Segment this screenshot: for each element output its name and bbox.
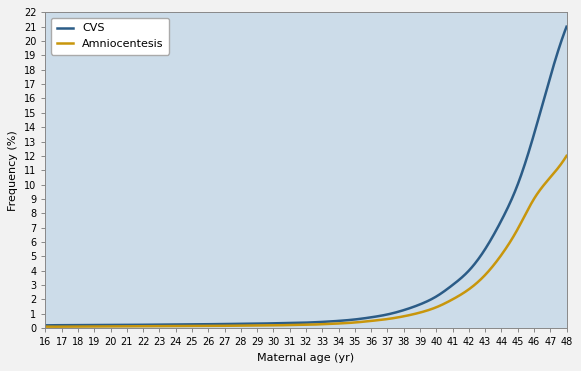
Amniocentesis — [400, 314, 407, 319]
Amniocentesis — [272, 323, 279, 328]
Amniocentesis — [449, 297, 456, 302]
CVS — [458, 276, 465, 280]
CVS — [400, 308, 407, 312]
Amniocentesis — [42, 324, 49, 329]
CVS — [253, 321, 260, 326]
Line: CVS: CVS — [45, 27, 566, 325]
CVS — [271, 321, 278, 325]
Amniocentesis — [49, 325, 56, 329]
Y-axis label: Frequency (%): Frequency (%) — [8, 130, 19, 211]
X-axis label: Maternal age (yr): Maternal age (yr) — [257, 353, 354, 363]
Legend: CVS, Amniocentesis: CVS, Amniocentesis — [51, 18, 169, 55]
CVS — [563, 24, 570, 29]
Amniocentesis — [96, 324, 103, 329]
Amniocentesis — [458, 292, 465, 296]
CVS — [42, 323, 49, 328]
CVS — [449, 283, 456, 288]
Line: Amniocentesis: Amniocentesis — [45, 156, 566, 327]
CVS — [95, 323, 102, 327]
Amniocentesis — [563, 154, 570, 158]
Amniocentesis — [253, 323, 260, 328]
